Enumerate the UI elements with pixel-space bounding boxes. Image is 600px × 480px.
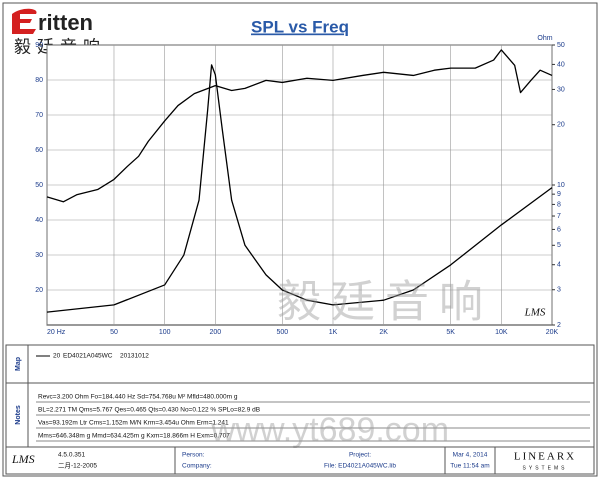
footer-dividers (174, 447, 496, 474)
y2-axis-label: Ohm (537, 35, 552, 42)
series-line (46, 64, 553, 313)
y-tick-label: 90 (35, 42, 43, 49)
y-tick-label: 40 (35, 217, 43, 224)
date: Mar 4, 2014 (453, 452, 488, 459)
x-tick-label: 50 (110, 329, 118, 336)
legend-entry: 20131012 (120, 353, 149, 360)
version: 4.5.0.351 (58, 452, 85, 459)
brand: ritten (38, 10, 93, 35)
legend-entry: ED4021A045WC (63, 353, 113, 360)
x-tick-label: 500 (276, 329, 288, 336)
y-tick-label: 60 (35, 147, 43, 154)
project: Project: (349, 452, 371, 459)
series-line (46, 49, 553, 203)
note-rules (36, 401, 590, 442)
x-tick-label: 200 (209, 329, 221, 336)
person: Person: (182, 452, 205, 459)
plot: 20 Hz 50 100 200 500 1K 2K 5K 10K 20K 20 30 40 50 60 70… (35, 42, 565, 336)
notes-label: Notes (15, 405, 22, 425)
y2-tick-label: 5 (557, 242, 561, 249)
y2-tick-label: 30 (557, 86, 565, 93)
y2-tick-label: 9 (557, 191, 561, 198)
y-tick-label: 20 (35, 287, 43, 294)
y2-tick-label: 50 (557, 42, 565, 49)
footer (5, 446, 595, 475)
footer-brand-sub: SYSTEMS (523, 465, 568, 471)
plot-logo: LMS (524, 307, 546, 319)
y2-tick-label: 10 (557, 182, 565, 189)
x-tick-label: 100 (159, 329, 171, 336)
y2-tick-label: 6 (557, 226, 561, 233)
y2-tick-label: 7 (557, 213, 561, 220)
chart-title: SPL vs Freq (251, 17, 349, 36)
note-line: Vas=93.192m Ltr Cms=1.152m M/N Krm=3.454… (38, 420, 229, 427)
y-tick-label: 50 (35, 182, 43, 189)
x-tick-label: 10K (495, 329, 508, 336)
y-tick-label: 80 (35, 77, 43, 84)
x-tick-label: 20 Hz (47, 329, 66, 336)
map-panel (5, 344, 595, 384)
build-date: 二月-12-2005 (58, 462, 97, 470)
y2-tick-label: 2 (557, 322, 561, 329)
x-tick-label: 20K (546, 329, 559, 336)
x-tick-label: 1K (329, 329, 338, 336)
brand-mark (12, 8, 37, 35)
footer-logo: LMS (11, 452, 35, 466)
y-tick-label: 30 (35, 252, 43, 259)
file: File: ED4021A045WC.lib (324, 463, 396, 470)
y2-tick-label: 40 (557, 61, 565, 68)
time: Tue 11:54 am (450, 463, 489, 470)
note-line: Revc=3.200 Ohm Fo=184.440 Hz Sd=754.768u… (38, 394, 238, 401)
note-line: BL=2.271 TM Qms=5.767 Qes=0.465 Qts=0.43… (38, 407, 260, 414)
x-tick-label: 2K (379, 329, 388, 336)
y-tick-label: 70 (35, 112, 43, 119)
watermark-url: www.yt689.com (210, 411, 449, 449)
note-line: Mms=646.348m g Mmd=634.425m g Kxm=18.866… (38, 433, 230, 440)
x-tick-label: 5K (446, 329, 455, 336)
y2-tick-label: 8 (557, 201, 561, 208)
legend-entry: 20 (53, 353, 61, 360)
footer-brand: LINEARX (514, 451, 576, 463)
y2-tick-label: 4 (557, 262, 561, 269)
watermark: 毅廷音响 (277, 278, 493, 327)
company: Company: (182, 463, 212, 470)
y2-tick-label: 20 (557, 122, 565, 129)
y2-tick-label: 3 (557, 287, 561, 294)
map-label: Map (15, 357, 22, 371)
